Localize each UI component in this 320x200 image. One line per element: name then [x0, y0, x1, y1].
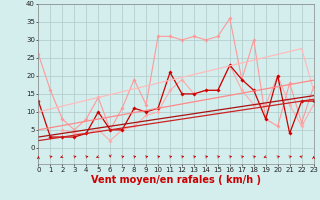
X-axis label: Vent moyen/en rafales ( km/h ): Vent moyen/en rafales ( km/h ) — [91, 175, 261, 185]
